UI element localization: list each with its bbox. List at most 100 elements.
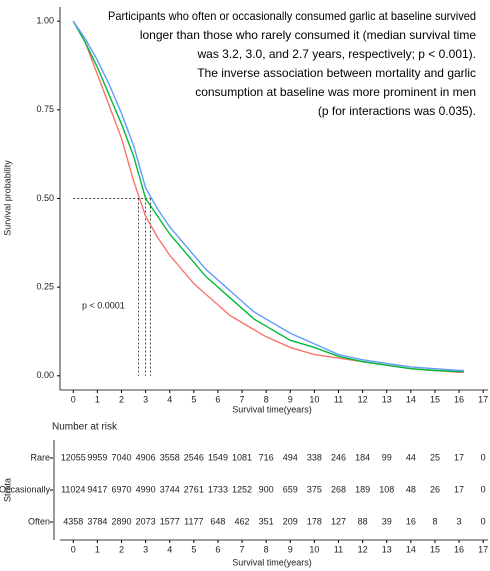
risk-x-tick-label: 7 (240, 544, 245, 554)
x-tick-label: 5 (191, 394, 196, 404)
x-tick-label: 4 (167, 394, 172, 404)
x-tick-label: 12 (358, 394, 368, 404)
risk-count: 108 (379, 484, 394, 494)
risk-count: 178 (307, 516, 322, 526)
strata-name: Occasionally (0, 484, 50, 494)
risk-count: 2890 (111, 516, 131, 526)
risk-count: 184 (355, 452, 370, 462)
risk-x-tick-label: 5 (191, 544, 196, 554)
risk-count: 99 (382, 452, 392, 462)
x-tick-label: 11 (334, 394, 343, 404)
risk-count: 4990 (136, 484, 156, 494)
x-tick-label: 15 (430, 394, 440, 404)
risk-count: 1081 (232, 452, 252, 462)
risk-count: 716 (259, 452, 274, 462)
risk-count: 494 (283, 452, 298, 462)
risk-count: 4358 (63, 516, 83, 526)
risk-count: 462 (235, 516, 250, 526)
p-value: p < 0.0001 (82, 300, 125, 310)
risk-count: 268 (331, 484, 346, 494)
x-tick-label: 9 (288, 394, 293, 404)
risk-x-tick-label: 6 (215, 544, 220, 554)
risk-x-tick-label: 12 (358, 544, 368, 554)
risk-x-tick-label: 4 (167, 544, 172, 554)
risk-count: 659 (283, 484, 298, 494)
risk-count: 2546 (184, 452, 204, 462)
survival-curve (72, 20, 464, 372)
risk-count: 0 (481, 484, 486, 494)
y-axis-label: Survival probability (2, 160, 12, 236)
annotation-line: The inverse association between mortalit… (197, 66, 476, 80)
survival-curve (72, 20, 464, 373)
risk-count: 88 (358, 516, 368, 526)
risk-count: 0 (481, 452, 486, 462)
y-tick-label: 0.75 (36, 104, 54, 114)
risk-count: 1549 (208, 452, 228, 462)
risk-count: 11024 (61, 484, 85, 494)
y-tick-label: 0.25 (36, 282, 54, 292)
x-tick-label: 10 (309, 394, 319, 404)
y-tick-label: 1.00 (36, 16, 54, 26)
risk-count: 351 (259, 516, 274, 526)
x-tick-label: 3 (143, 394, 148, 404)
risk-count: 900 (259, 484, 274, 494)
risk-count: 8 (432, 516, 437, 526)
annotation-line: longer than those who rarely consumed it… (140, 28, 476, 42)
risk-count: 17 (454, 452, 464, 462)
risk-count: 44 (406, 452, 416, 462)
risk-x-tick-label: 16 (454, 544, 464, 554)
risk-count: 127 (331, 516, 346, 526)
risk-x-tick-label: 11 (334, 544, 343, 554)
risk-x-tick-label: 0 (71, 544, 76, 554)
risk-count: 648 (210, 516, 225, 526)
x-tick-label: 8 (264, 394, 269, 404)
risk-count: 3744 (160, 484, 180, 494)
risk-count: 48 (406, 484, 416, 494)
risk-count: 1252 (232, 484, 252, 494)
risk-count: 6970 (111, 484, 131, 494)
risk-x-tick-label: 2 (119, 544, 124, 554)
risk-count: 2761 (184, 484, 204, 494)
strata-label: Strata (2, 478, 12, 502)
x-tick-label: 16 (454, 394, 464, 404)
x-tick-label: 17 (478, 394, 488, 404)
risk-count: 26 (430, 484, 440, 494)
x-tick-label: 0 (71, 394, 76, 404)
x-tick-label: 1 (95, 394, 100, 404)
risk-table-title: Number at risk (52, 422, 118, 433)
risk-count: 2073 (136, 516, 156, 526)
risk-count: 1577 (160, 516, 180, 526)
annotation-line: was 3.2, 3.0, and 2.7 years, respectivel… (197, 47, 477, 61)
risk-count: 189 (355, 484, 370, 494)
risk-count: 4906 (136, 452, 156, 462)
risk-x-tick-label: 9 (288, 544, 293, 554)
risk-count: 1733 (208, 484, 228, 494)
risk-count: 1177 (184, 516, 203, 526)
risk-count: 3784 (87, 516, 107, 526)
strata-name: Rare (30, 452, 50, 462)
risk-count: 0 (481, 516, 486, 526)
risk-count: 338 (307, 452, 322, 462)
annotation-line: Participants who often or occasionally c… (108, 9, 476, 23)
risk-x-tick-label: 3 (143, 544, 148, 554)
risk-count: 39 (382, 516, 392, 526)
risk-x-tick-label: 14 (406, 544, 416, 554)
risk-x-tick-label: 15 (430, 544, 440, 554)
risk-x-tick-label: 1 (95, 544, 100, 554)
risk-count: 9959 (87, 452, 107, 462)
risk-count: 7040 (111, 452, 131, 462)
risk-count: 25 (430, 452, 440, 462)
risk-count: 375 (307, 484, 322, 494)
x-tick-label: 13 (382, 394, 392, 404)
risk-count: 12055 (61, 452, 86, 462)
annotation-line: consumption at baseline was more promine… (195, 85, 476, 99)
risk-count: 16 (406, 516, 416, 526)
risk-x-tick-label: 17 (478, 544, 488, 554)
y-tick-label: 0.00 (36, 370, 54, 380)
y-tick-label: 0.50 (36, 193, 54, 203)
risk-count: 3558 (160, 452, 180, 462)
risk-x-tick-label: 8 (264, 544, 269, 554)
x-tick-label: 7 (240, 394, 245, 404)
risk-count: 246 (331, 452, 346, 462)
x-tick-label: 14 (406, 394, 416, 404)
